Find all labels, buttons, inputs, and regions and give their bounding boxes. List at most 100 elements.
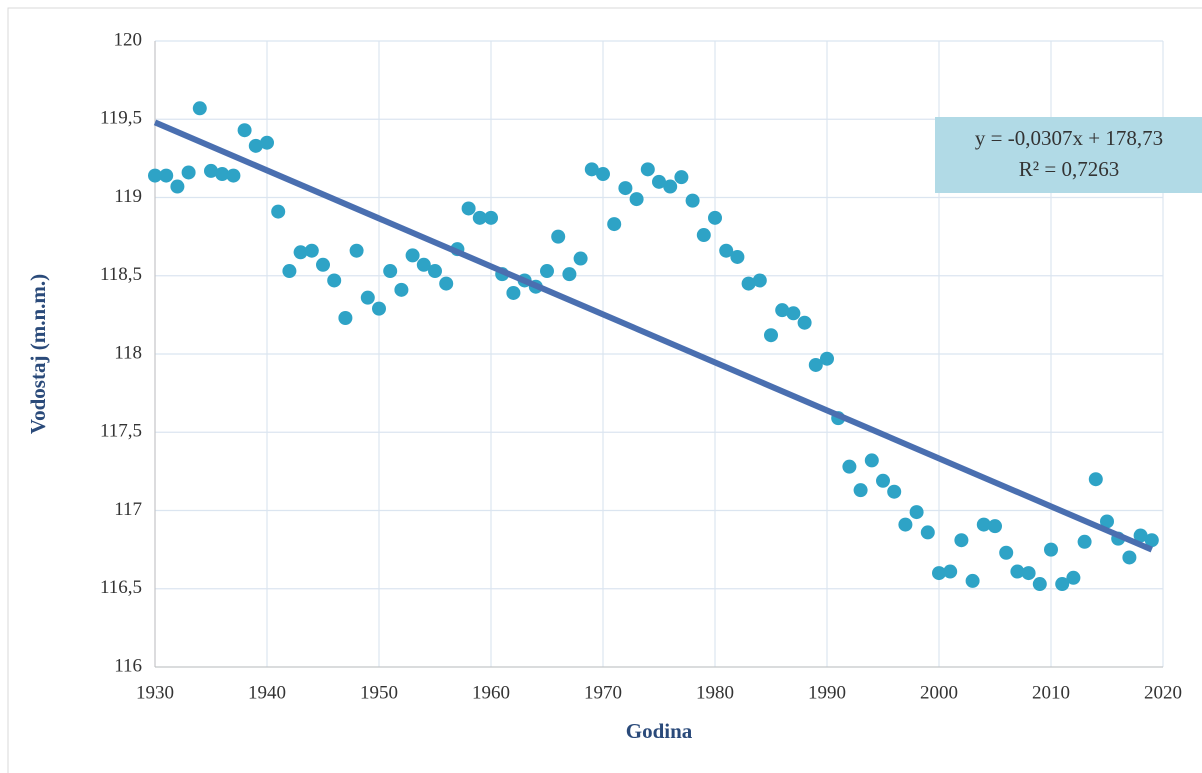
data-point <box>237 123 252 138</box>
data-point <box>204 163 218 178</box>
data-point <box>887 484 902 499</box>
data-point <box>394 282 409 297</box>
data-point <box>775 303 790 318</box>
y-axis-label: Vodostaj (m.n.m.) <box>26 274 50 434</box>
data-point <box>372 301 386 316</box>
data-point <box>808 357 823 372</box>
data-point <box>954 533 969 548</box>
y-tick-label: 119 <box>114 186 142 207</box>
data-point <box>506 285 521 300</box>
data-point <box>540 264 554 279</box>
data-point <box>752 273 767 288</box>
data-point <box>864 453 879 468</box>
data-point <box>316 257 330 272</box>
data-point <box>943 564 958 579</box>
y-tick-label: 118 <box>114 342 142 363</box>
data-point <box>181 165 196 180</box>
data-point <box>1133 528 1148 543</box>
data-point <box>170 179 185 194</box>
data-point <box>439 276 454 291</box>
data-point <box>327 273 342 288</box>
data-point <box>618 181 633 196</box>
data-point <box>416 257 431 272</box>
data-point <box>629 192 644 207</box>
data-point <box>719 243 734 258</box>
data-point <box>1010 564 1025 579</box>
data-point <box>428 264 442 279</box>
data-point <box>1044 542 1058 557</box>
data-point <box>920 525 935 540</box>
y-tick-label: 119,5 <box>100 108 142 129</box>
y-tick-label: 118,5 <box>100 264 142 285</box>
data-point <box>797 315 812 330</box>
chart-border <box>7 7 1202 773</box>
data-point <box>338 311 353 326</box>
equation: y = -0,0307x + 178,73 <box>975 126 1163 150</box>
data-point <box>764 328 778 343</box>
data-point <box>909 505 924 520</box>
data-point <box>786 306 801 321</box>
x-tick-label: 1960 <box>472 682 510 703</box>
data-point <box>1066 570 1081 585</box>
r-squared: R² = 0,7263 <box>1019 157 1119 181</box>
data-point <box>898 517 913 532</box>
x-tick-label: 2020 <box>1144 682 1182 703</box>
data-point <box>562 267 577 282</box>
data-point <box>820 351 834 366</box>
data-point <box>148 168 162 183</box>
data-point <box>1100 514 1114 529</box>
data-point <box>1144 533 1159 548</box>
data-point <box>842 459 857 474</box>
data-point <box>652 174 666 189</box>
data-point <box>584 162 599 177</box>
data-point <box>730 249 745 264</box>
data-point <box>293 245 308 260</box>
data-point <box>853 483 868 498</box>
y-tick-label: 116 <box>114 655 142 676</box>
data-point <box>472 210 487 225</box>
data-point <box>1122 550 1137 565</box>
data-point <box>965 573 980 588</box>
data-point <box>876 473 890 488</box>
data-point <box>551 229 566 244</box>
x-tick-label: 1950 <box>360 682 398 703</box>
data-point <box>685 193 700 208</box>
x-tick-label: 1940 <box>248 682 286 703</box>
x-axis-label: Godina <box>626 719 693 743</box>
data-point <box>1021 566 1036 581</box>
data-point <box>304 243 319 258</box>
x-tick-label: 1990 <box>808 682 846 703</box>
x-tick-label: 1980 <box>696 682 734 703</box>
y-tick-label: 116,5 <box>100 577 142 598</box>
data-point <box>360 290 375 305</box>
data-point <box>383 264 398 279</box>
data-point <box>260 135 274 150</box>
data-point <box>1055 577 1070 592</box>
data-point <box>596 167 610 182</box>
data-point <box>1032 577 1047 592</box>
data-point <box>999 545 1014 560</box>
data-point <box>663 179 678 194</box>
data-point <box>405 248 420 263</box>
data-point <box>708 210 722 225</box>
data-point <box>1088 472 1103 487</box>
data-point <box>248 138 263 153</box>
data-point <box>674 170 689 185</box>
y-tick-label: 117 <box>114 499 142 520</box>
data-point <box>484 210 498 225</box>
data-point <box>226 168 241 183</box>
data-point <box>192 101 207 116</box>
data-point <box>932 566 946 581</box>
x-tick-label: 2000 <box>920 682 958 703</box>
x-tick-label: 1930 <box>136 682 174 703</box>
data-point <box>607 217 622 232</box>
data-point <box>696 228 711 243</box>
data-point <box>1077 534 1092 549</box>
data-point <box>988 519 1002 534</box>
y-tick-label: 120 <box>114 29 143 50</box>
data-point <box>573 251 588 266</box>
y-tick-label: 117,5 <box>100 421 142 442</box>
x-tick-label: 1970 <box>584 682 622 703</box>
data-point <box>349 243 364 258</box>
